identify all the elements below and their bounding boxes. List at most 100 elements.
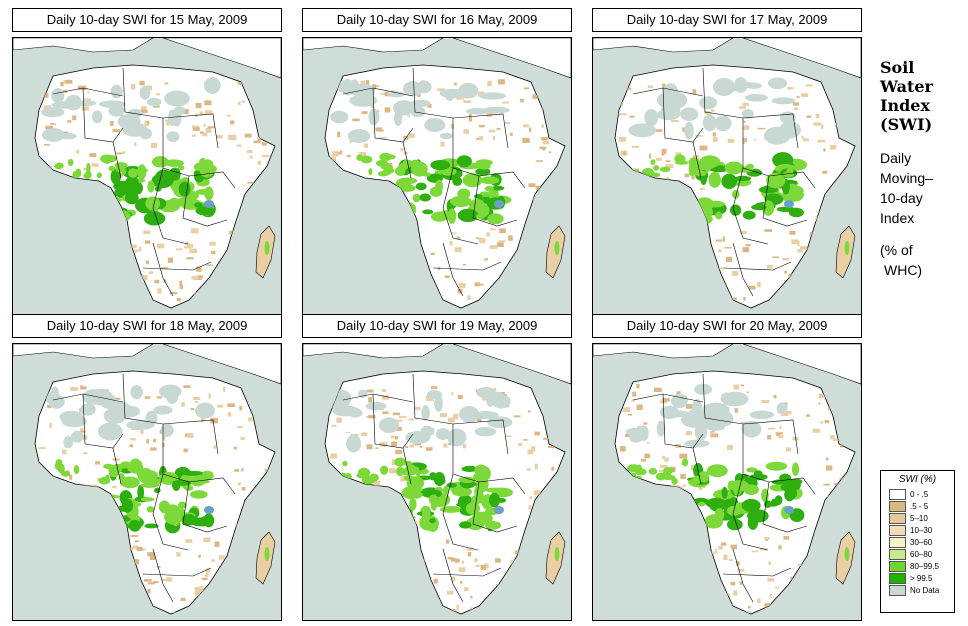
swi-dry-patch <box>800 246 808 250</box>
no-data-area <box>458 82 479 99</box>
swi-dry-patch <box>206 308 210 313</box>
swi-dry-patch <box>449 240 453 246</box>
wet-area <box>729 204 742 216</box>
swi-dry-patch <box>325 178 330 181</box>
swi-dry-patch <box>828 202 831 208</box>
swi-dry-patch <box>532 94 538 99</box>
africa-map-graphic <box>303 344 571 615</box>
wet-area <box>409 497 417 511</box>
wet-area <box>682 458 689 467</box>
swi-dry-patch <box>335 488 340 491</box>
legend-item: 80–99.5 <box>881 560 954 572</box>
swi-dry-patch <box>547 487 551 491</box>
swi-dry-patch <box>728 558 733 562</box>
swi-dry-patch <box>65 536 68 540</box>
wet-area <box>698 471 710 477</box>
swi-dry-patch <box>134 142 137 147</box>
swi-dry-patch <box>748 285 756 290</box>
wet-area <box>85 170 92 179</box>
swi-dry-patch <box>400 477 406 482</box>
swi-dry-patch <box>129 444 134 448</box>
swi-dry-patch <box>467 551 472 557</box>
swi-dry-patch <box>832 399 838 403</box>
swi-dry-patch <box>330 85 335 91</box>
swi-dry-patch <box>834 482 838 486</box>
swi-dry-patch <box>540 107 549 110</box>
swi-dry-patch <box>101 269 108 272</box>
africa-map-graphic <box>13 38 281 313</box>
swi-dry-patch <box>711 109 715 113</box>
swi-dry-patch <box>407 261 412 268</box>
swi-dry-patch <box>747 605 751 609</box>
swi-dry-patch <box>792 609 796 613</box>
wet-area <box>412 193 421 203</box>
swi-dry-patch <box>249 155 253 159</box>
swi-dry-patch <box>679 589 683 594</box>
swi-dry-patch <box>640 225 648 230</box>
swi-dry-patch <box>373 270 379 276</box>
wet-area <box>689 479 696 484</box>
swi-dry-patch <box>827 266 832 269</box>
swi-dry-patch <box>332 539 340 544</box>
wet-area <box>701 162 713 171</box>
swi-dry-patch <box>184 302 192 308</box>
swi-dry-patch <box>326 488 331 492</box>
swi-dry-patch <box>359 152 366 157</box>
swi-dry-patch <box>84 612 87 614</box>
swi-dry-patch <box>543 437 549 440</box>
swi-dry-patch <box>143 230 151 235</box>
panel-title: Daily 10-day SWI for 15 May, 2009 <box>12 8 282 32</box>
swi-dry-patch <box>408 418 414 421</box>
swi-dry-patch <box>485 563 488 569</box>
swi-dry-patch <box>631 596 637 600</box>
swi-dry-patch <box>624 88 632 91</box>
swi-dry-patch <box>655 499 659 505</box>
swi-dry-patch <box>529 549 534 552</box>
swi-dry-patch <box>823 568 829 571</box>
swi-dry-patch <box>50 556 56 559</box>
no-data-area <box>767 77 788 90</box>
swi-dry-patch <box>820 574 826 580</box>
wet-area <box>421 507 431 522</box>
swi-dry-patch <box>148 271 154 275</box>
swi-dry-patch <box>782 292 791 298</box>
no-data-area <box>59 410 84 424</box>
swi-dry-patch <box>406 220 410 226</box>
swi-dry-patch <box>743 125 750 130</box>
swi-dry-patch <box>325 269 331 275</box>
swi-dry-patch <box>241 468 244 472</box>
legend-item: No Data <box>881 584 954 596</box>
swi-dry-patch <box>845 481 851 484</box>
wet-area <box>776 206 796 213</box>
swi-dry-patch <box>246 150 253 153</box>
swi-dry-patch <box>365 80 370 86</box>
swi-dry-patch <box>805 84 813 87</box>
swi-dry-patch <box>112 259 115 262</box>
swi-dry-patch <box>51 516 57 522</box>
swi-dry-patch <box>528 127 532 133</box>
swi-dry-patch <box>147 552 156 557</box>
wet-area <box>484 185 494 192</box>
swi-dry-patch <box>615 176 622 179</box>
wet-area <box>475 167 491 176</box>
swi-dry-patch <box>515 589 522 592</box>
swi-dry-patch <box>664 267 670 271</box>
swi-dry-patch <box>152 438 157 443</box>
legend-item: .5 - 5 <box>881 500 954 512</box>
swi-dry-patch <box>848 507 855 511</box>
swi-dry-patch <box>36 276 45 279</box>
africa-map-graphic <box>593 344 861 615</box>
swi-dry-patch <box>684 173 689 178</box>
swi-dry-patch <box>696 269 703 273</box>
swi-dry-patch <box>325 539 331 544</box>
swi-dry-patch <box>36 583 41 589</box>
swi-dry-patch <box>220 613 226 614</box>
wet-area <box>396 466 405 477</box>
no-data-area <box>744 93 768 102</box>
no-data-area <box>671 393 688 409</box>
wet-area <box>116 505 132 512</box>
swi-dry-patch <box>332 151 339 157</box>
swi-dry-patch <box>808 271 811 275</box>
swi-dry-patch <box>186 257 194 260</box>
wet-area <box>171 510 181 527</box>
